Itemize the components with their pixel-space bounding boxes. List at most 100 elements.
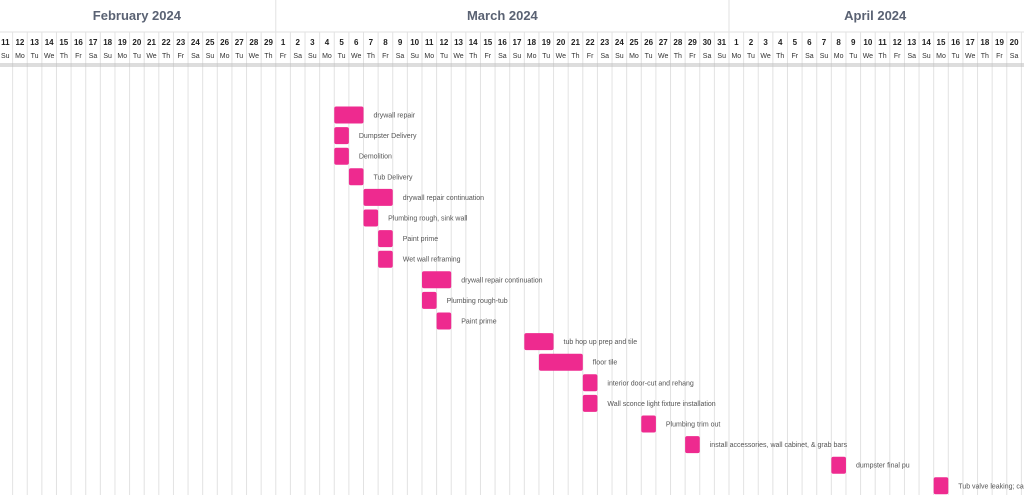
task-label: Paint prime xyxy=(461,319,497,326)
weekday-label: We xyxy=(146,53,156,60)
day-number-label: 6 xyxy=(354,38,359,47)
day-number-label: 1 xyxy=(281,38,286,47)
day-number-label: 20 xyxy=(1010,38,1019,47)
task-label: drywall repair xyxy=(374,113,416,120)
task-bar[interactable] xyxy=(378,230,393,248)
weekday-label: Fr xyxy=(587,53,594,60)
weekday-label: We xyxy=(249,53,259,60)
weekday-label: Tu xyxy=(31,53,39,60)
weekday-label: Mo xyxy=(731,53,741,60)
day-number-label: 11 xyxy=(878,38,887,47)
day-number-label: 24 xyxy=(615,38,624,47)
task-label: Wall sconce light fixture installation xyxy=(607,401,715,408)
day-number-label: 11 xyxy=(425,38,434,47)
weekday-label: Fr xyxy=(484,53,491,60)
weekday-label: We xyxy=(863,53,873,60)
weekday-label: Th xyxy=(776,53,784,60)
month-label: February 2024 xyxy=(93,8,182,23)
day-number-label: 10 xyxy=(863,38,872,47)
day-number-label: 16 xyxy=(951,38,960,47)
day-number-label: 5 xyxy=(339,38,344,47)
task-bar[interactable] xyxy=(685,436,700,454)
task-bar[interactable] xyxy=(641,415,656,433)
task-bar[interactable] xyxy=(831,456,846,474)
weekday-label: Su xyxy=(513,53,522,60)
day-number-label: 30 xyxy=(703,38,712,47)
weekday-label: Th xyxy=(469,53,477,60)
weekday-label: Tu xyxy=(542,53,550,60)
weekday-label: Sa xyxy=(600,53,609,60)
day-number-label: 28 xyxy=(673,38,682,47)
day-number-label: 20 xyxy=(132,38,141,47)
day-number-label: 5 xyxy=(793,38,798,47)
day-number-label: 11 xyxy=(1,38,10,47)
weekday-label: Tu xyxy=(747,53,755,60)
weekday-label: We xyxy=(453,53,463,60)
day-number-label: 2 xyxy=(295,38,300,47)
task-bar[interactable] xyxy=(582,374,598,392)
day-number-label: 18 xyxy=(980,38,989,47)
weekday-label: Fr xyxy=(689,53,696,60)
weekday-label: Th xyxy=(264,53,272,60)
task-bar[interactable] xyxy=(334,147,349,165)
day-number-label: 21 xyxy=(147,38,156,47)
day-number-label: 17 xyxy=(966,38,975,47)
day-number-label: 12 xyxy=(15,38,24,47)
weekday-label: Sa xyxy=(703,53,712,60)
grid-lines xyxy=(0,31,1024,495)
weekday-label: Th xyxy=(981,53,989,60)
task-bar[interactable] xyxy=(334,127,349,145)
task-bar[interactable] xyxy=(421,271,452,289)
task-bar[interactable] xyxy=(363,188,393,206)
weekday-label: Sa xyxy=(293,53,302,60)
day-number-label: 26 xyxy=(644,38,653,47)
day-number-label: 26 xyxy=(220,38,229,47)
day-number-label: 8 xyxy=(836,38,841,47)
task-label: Wet wall reframing xyxy=(403,257,461,264)
day-number-label: 4 xyxy=(778,38,783,47)
day-number-label: 15 xyxy=(937,38,946,47)
task-label: Tub Delivery xyxy=(374,174,414,181)
task-bar[interactable] xyxy=(334,106,364,124)
weekday-label: Mo xyxy=(936,53,946,60)
weekday-label: Mo xyxy=(527,53,537,60)
day-number-label: 21 xyxy=(571,38,580,47)
task-label: tub hop up prep and tile xyxy=(564,339,638,346)
weekday-label: Mo xyxy=(15,53,25,60)
day-number-label: 8 xyxy=(383,38,388,47)
weekday-label: Sa xyxy=(498,53,507,60)
task-bar[interactable] xyxy=(582,394,598,412)
day-number-label: 14 xyxy=(922,38,931,47)
weekday-label: Th xyxy=(571,53,579,60)
weekday-label: Tu xyxy=(952,53,960,60)
task-bar[interactable] xyxy=(363,209,379,227)
weekday-label: Sa xyxy=(907,53,916,60)
day-number-label: 29 xyxy=(688,38,697,47)
day-number-label: 7 xyxy=(369,38,374,47)
weekday-label: We xyxy=(965,53,975,60)
day-number-label: 28 xyxy=(249,38,258,47)
weekday-label: Th xyxy=(367,53,375,60)
day-number-label: 12 xyxy=(893,38,902,47)
task-label: Tub valve leaking; cartridge? xyxy=(958,483,1024,490)
weekday-label: Tu xyxy=(645,53,653,60)
day-number-label: 12 xyxy=(439,38,448,47)
task-bar[interactable] xyxy=(538,353,583,371)
weekday-label: Th xyxy=(878,53,886,60)
task-label: floor tile xyxy=(593,360,618,367)
task-bar[interactable] xyxy=(421,291,437,309)
weekday-label: Sa xyxy=(1010,53,1019,60)
day-number-label: 31 xyxy=(717,38,726,47)
task-bar[interactable] xyxy=(436,312,452,330)
weekday-label: Su xyxy=(820,53,829,60)
day-number-label: 6 xyxy=(807,38,812,47)
weekday-label: Sa xyxy=(396,53,405,60)
task-bar[interactable] xyxy=(933,477,949,495)
weekday-label: Tu xyxy=(849,53,857,60)
day-number-label: 19 xyxy=(118,38,127,47)
weekday-label: Mo xyxy=(629,53,639,60)
task-bar[interactable] xyxy=(378,250,393,268)
task-bar[interactable] xyxy=(524,333,554,351)
task-bar[interactable] xyxy=(348,168,364,186)
